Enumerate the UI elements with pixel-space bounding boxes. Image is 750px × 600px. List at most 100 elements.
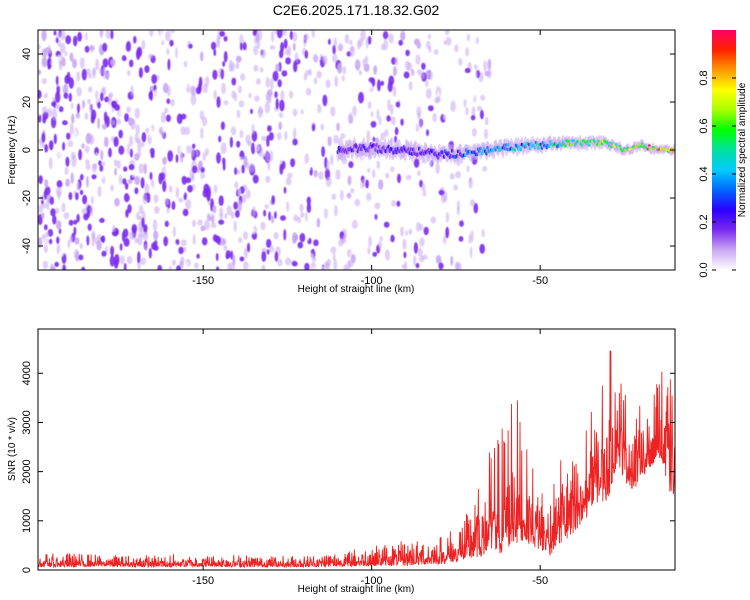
heatmap-cell <box>191 172 195 182</box>
heatmap-cell <box>169 39 174 47</box>
heatmap-cell <box>305 87 312 96</box>
heatmap-cell <box>253 64 259 72</box>
heatmap-cell <box>403 119 409 125</box>
heatmap-cell <box>238 85 242 94</box>
heatmap-cell <box>408 81 413 91</box>
heatmap-cell <box>182 208 189 217</box>
heatmap-cell <box>297 241 304 249</box>
heatmap-cell <box>101 161 106 167</box>
heatmap-cell <box>101 172 105 179</box>
heatmap-cell <box>514 153 517 158</box>
heatmap-cell <box>125 50 131 59</box>
heatmap-cell <box>473 202 479 214</box>
heatmap-cell <box>376 109 380 120</box>
snr-plot-area <box>38 329 675 570</box>
heatmap-cell <box>337 44 343 52</box>
heatmap-cell <box>464 67 471 74</box>
heatmap-cell <box>75 199 80 206</box>
snr-y-label: SNR (10 * v/v) <box>7 417 18 481</box>
snr-x-label: Height of straight line (km) <box>298 584 415 595</box>
heatmap-cell <box>98 160 102 166</box>
heatmap-cell <box>273 232 279 240</box>
heatmap-cell <box>134 175 141 186</box>
heatmap-cell <box>178 246 184 255</box>
x-tick-label: -100 <box>361 575 383 587</box>
heatmap-cell <box>288 90 294 99</box>
heatmap-cell <box>267 159 271 171</box>
heatmap-cell <box>124 113 129 122</box>
heatmap-cell <box>303 36 307 47</box>
heatmap-cell <box>510 102 513 108</box>
heatmap-cell <box>38 175 43 185</box>
heatmap-cell <box>48 238 53 245</box>
heatmap-cell <box>370 121 377 128</box>
heatmap-cell <box>525 123 529 128</box>
heatmap-cell <box>367 246 371 255</box>
heatmap-cell <box>91 233 96 241</box>
heatmap-cell <box>41 78 47 85</box>
heatmap-cell <box>293 60 298 73</box>
heatmap-cell <box>212 69 218 80</box>
heatmap-cell <box>68 219 74 226</box>
heatmap-cell <box>210 222 217 229</box>
heatmap-cell <box>103 111 108 123</box>
heatmap-cell <box>347 260 351 270</box>
heatmap-cell <box>230 211 235 220</box>
heatmap-cell <box>277 258 283 267</box>
heatmap-cell <box>514 43 517 48</box>
heatmap-cell <box>289 30 294 40</box>
heatmap-cell <box>292 127 297 140</box>
heatmap-cell <box>261 251 267 262</box>
heatmap-cell <box>178 197 184 203</box>
heatmap-cell <box>227 262 232 270</box>
heatmap-cell <box>377 241 383 249</box>
heatmap-cell <box>133 35 137 44</box>
heatmap-cell <box>225 250 231 259</box>
heatmap-cell <box>358 91 364 104</box>
heatmap-cell <box>149 85 155 91</box>
heatmap-cell <box>281 70 288 77</box>
heatmap-cell <box>69 52 74 62</box>
heatmap-cell <box>79 173 84 181</box>
heatmap-cell <box>251 142 256 155</box>
heatmap-cell <box>395 101 401 108</box>
heatmap-cell <box>387 99 391 111</box>
heatmap-cell <box>234 167 238 176</box>
heatmap-cell <box>254 95 260 102</box>
y-tick-label: 2000 <box>21 459 33 483</box>
heatmap-cell <box>509 110 512 115</box>
heatmap-cell <box>86 175 89 188</box>
heatmap-cell <box>85 132 92 145</box>
heatmap-cell <box>48 157 53 170</box>
heatmap-cell <box>130 118 136 130</box>
heatmap-cell <box>323 208 328 219</box>
heatmap-cell <box>199 51 204 62</box>
heatmap-cell <box>362 171 368 178</box>
heatmap-cell <box>178 179 182 191</box>
heatmap-cell <box>265 92 272 102</box>
heatmap-cell <box>235 210 240 218</box>
heatmap-cell <box>284 48 290 56</box>
heatmap-cell <box>453 30 457 37</box>
heatmap-cell <box>91 174 97 180</box>
heatmap-cell <box>185 177 192 184</box>
heatmap-cell <box>49 196 54 205</box>
heatmap-cell <box>454 44 459 53</box>
heatmap-cell <box>251 123 255 135</box>
heatmap-cell <box>122 178 127 185</box>
heatmap-cell <box>410 178 414 186</box>
heatmap-cell <box>261 135 267 142</box>
heatmap-cell <box>98 68 103 75</box>
heatmap-cell <box>256 30 263 41</box>
heatmap-cell <box>92 69 96 79</box>
heatmap-cell <box>172 226 176 238</box>
heatmap-cell <box>230 126 237 136</box>
colorbar-tick-label: 0.4 <box>698 166 710 181</box>
heatmap-cell <box>125 209 129 218</box>
heatmap-cell <box>108 147 112 158</box>
heatmap-cell <box>398 39 404 46</box>
heatmap-cell <box>336 122 340 132</box>
heatmap-cell <box>224 213 228 220</box>
heatmap-cell <box>41 212 45 219</box>
heatmap-cell <box>473 64 478 70</box>
